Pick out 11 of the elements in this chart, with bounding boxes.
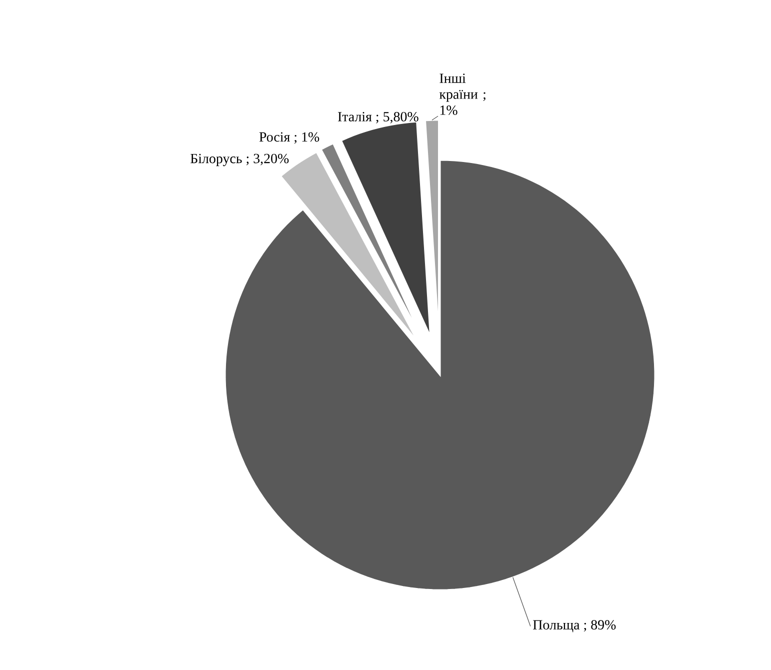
data-label: ; 1% xyxy=(294,132,320,144)
data-label: ; 3,20% xyxy=(246,154,289,166)
slice-label: Білорусь xyxy=(190,154,242,166)
slice-label: Польща xyxy=(533,620,580,632)
data-label: ; 5,80% xyxy=(376,112,418,124)
data-label: ; 89% xyxy=(584,620,616,632)
slice-label: Інші країни xyxy=(439,74,478,102)
slice-label: Росія xyxy=(259,132,290,142)
text: ; xyxy=(483,92,486,101)
text: 1% xyxy=(440,105,458,115)
slice-label: Італія xyxy=(338,112,372,122)
